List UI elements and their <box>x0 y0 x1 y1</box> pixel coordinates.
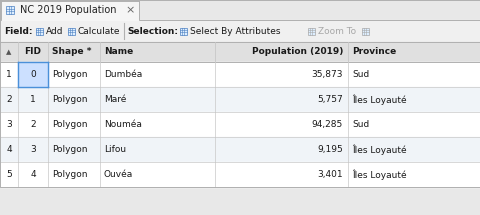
Text: Nouméa: Nouméa <box>104 120 142 129</box>
Text: Îles Loyauté: Îles Loyauté <box>352 144 407 155</box>
Bar <box>0 162 480 187</box>
FancyBboxPatch shape <box>68 28 74 34</box>
Text: 0: 0 <box>30 70 36 79</box>
Text: 3: 3 <box>6 120 12 129</box>
Text: Polygon: Polygon <box>52 170 87 179</box>
Text: FID: FID <box>24 48 41 57</box>
Bar <box>18 62 48 87</box>
Text: Select By Attributes: Select By Attributes <box>190 26 280 35</box>
Text: ×: × <box>125 5 135 15</box>
Text: 5: 5 <box>6 170 12 179</box>
Text: 1: 1 <box>30 95 36 104</box>
Text: Dumbéa: Dumbéa <box>104 70 142 79</box>
Text: NC 2019 Population: NC 2019 Population <box>20 5 117 15</box>
Text: Selection:: Selection: <box>127 26 178 35</box>
Text: Ouvéa: Ouvéa <box>104 170 133 179</box>
Text: Îles Loyauté: Îles Loyauté <box>352 169 407 180</box>
Text: Zoom To: Zoom To <box>318 26 356 35</box>
Text: 94,285: 94,285 <box>312 120 343 129</box>
Bar <box>1 1 139 21</box>
Bar <box>0 62 480 87</box>
Text: Province: Province <box>352 48 396 57</box>
Bar <box>0 87 480 112</box>
Text: Polygon: Polygon <box>52 95 87 104</box>
Text: Sud: Sud <box>352 70 369 79</box>
Text: 5,757: 5,757 <box>317 95 343 104</box>
FancyBboxPatch shape <box>36 28 43 34</box>
Text: Field:: Field: <box>4 26 33 35</box>
Text: 4: 4 <box>30 170 36 179</box>
Text: Population (2019): Population (2019) <box>252 48 343 57</box>
Bar <box>0 112 480 137</box>
Text: Name: Name <box>104 48 133 57</box>
Text: 2: 2 <box>6 95 12 104</box>
FancyBboxPatch shape <box>180 28 187 34</box>
Text: Calculate: Calculate <box>78 26 120 35</box>
Text: ▲: ▲ <box>6 49 12 55</box>
Text: Polygon: Polygon <box>52 145 87 154</box>
Text: Polygon: Polygon <box>52 70 87 79</box>
Bar <box>0 20 480 42</box>
Bar <box>0 137 480 162</box>
Text: 35,873: 35,873 <box>312 70 343 79</box>
Text: Lifou: Lifou <box>104 145 126 154</box>
Text: 3,401: 3,401 <box>317 170 343 179</box>
Bar <box>0 0 480 20</box>
Text: 4: 4 <box>6 145 12 154</box>
FancyBboxPatch shape <box>308 28 314 34</box>
Bar <box>0 42 480 62</box>
Text: Add: Add <box>46 26 63 35</box>
Text: 3: 3 <box>30 145 36 154</box>
Text: Sud: Sud <box>352 120 369 129</box>
Text: Shape *: Shape * <box>52 48 92 57</box>
FancyBboxPatch shape <box>361 28 369 34</box>
Text: 1: 1 <box>6 70 12 79</box>
Text: Polygon: Polygon <box>52 120 87 129</box>
Text: Maré: Maré <box>104 95 126 104</box>
Text: Îles Loyauté: Îles Loyauté <box>352 94 407 105</box>
Text: 2: 2 <box>30 120 36 129</box>
Text: 9,195: 9,195 <box>317 145 343 154</box>
FancyBboxPatch shape <box>6 6 14 14</box>
